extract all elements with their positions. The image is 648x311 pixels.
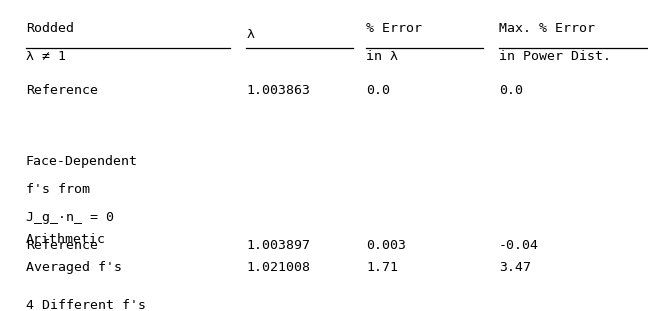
Text: Reference: Reference: [26, 84, 98, 97]
Text: 0.003: 0.003: [366, 239, 406, 253]
Text: f's from: f's from: [26, 183, 90, 197]
Text: 0.0: 0.0: [366, 84, 390, 97]
Text: Reference: Reference: [26, 239, 98, 253]
Text: in λ: in λ: [366, 50, 398, 63]
Text: -0.04: -0.04: [499, 239, 539, 253]
Text: 4 Different f's: 4 Different f's: [26, 299, 146, 311]
Text: in Power Dist.: in Power Dist.: [499, 50, 611, 63]
Text: Max. % Error: Max. % Error: [499, 22, 595, 35]
Text: J̲g̲·n̲ = 0: J̲g̲·n̲ = 0: [26, 211, 114, 225]
Text: Arithmetic: Arithmetic: [26, 233, 106, 246]
Text: 0.0: 0.0: [499, 84, 523, 97]
Text: Rodded: Rodded: [26, 22, 74, 35]
Text: 1.71: 1.71: [366, 261, 398, 274]
Text: λ ≠ 1: λ ≠ 1: [26, 50, 66, 63]
Text: Averaged f's: Averaged f's: [26, 261, 122, 274]
Text: % Error: % Error: [366, 22, 422, 35]
Text: 1.003863: 1.003863: [246, 84, 310, 97]
Text: 1.021008: 1.021008: [246, 261, 310, 274]
Text: Face-Dependent: Face-Dependent: [26, 156, 138, 169]
Text: 1.003897: 1.003897: [246, 239, 310, 253]
Text: λ: λ: [246, 28, 254, 41]
Text: 3.47: 3.47: [499, 261, 531, 274]
